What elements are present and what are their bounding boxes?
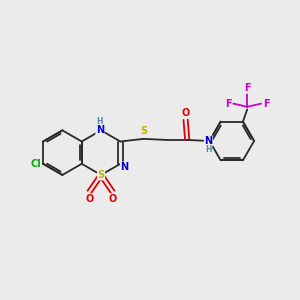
Text: O: O (85, 194, 94, 204)
Text: F: F (225, 99, 231, 109)
Text: N: N (204, 136, 212, 146)
Text: F: F (263, 99, 270, 109)
Text: H: H (97, 117, 103, 126)
Text: F: F (244, 83, 250, 93)
Text: Cl: Cl (30, 159, 41, 169)
Text: O: O (182, 108, 190, 118)
Text: N: N (96, 125, 104, 135)
Text: O: O (109, 194, 117, 204)
Text: H: H (205, 145, 212, 154)
Text: S: S (98, 170, 105, 180)
Text: S: S (140, 126, 147, 136)
Text: N: N (121, 162, 129, 172)
